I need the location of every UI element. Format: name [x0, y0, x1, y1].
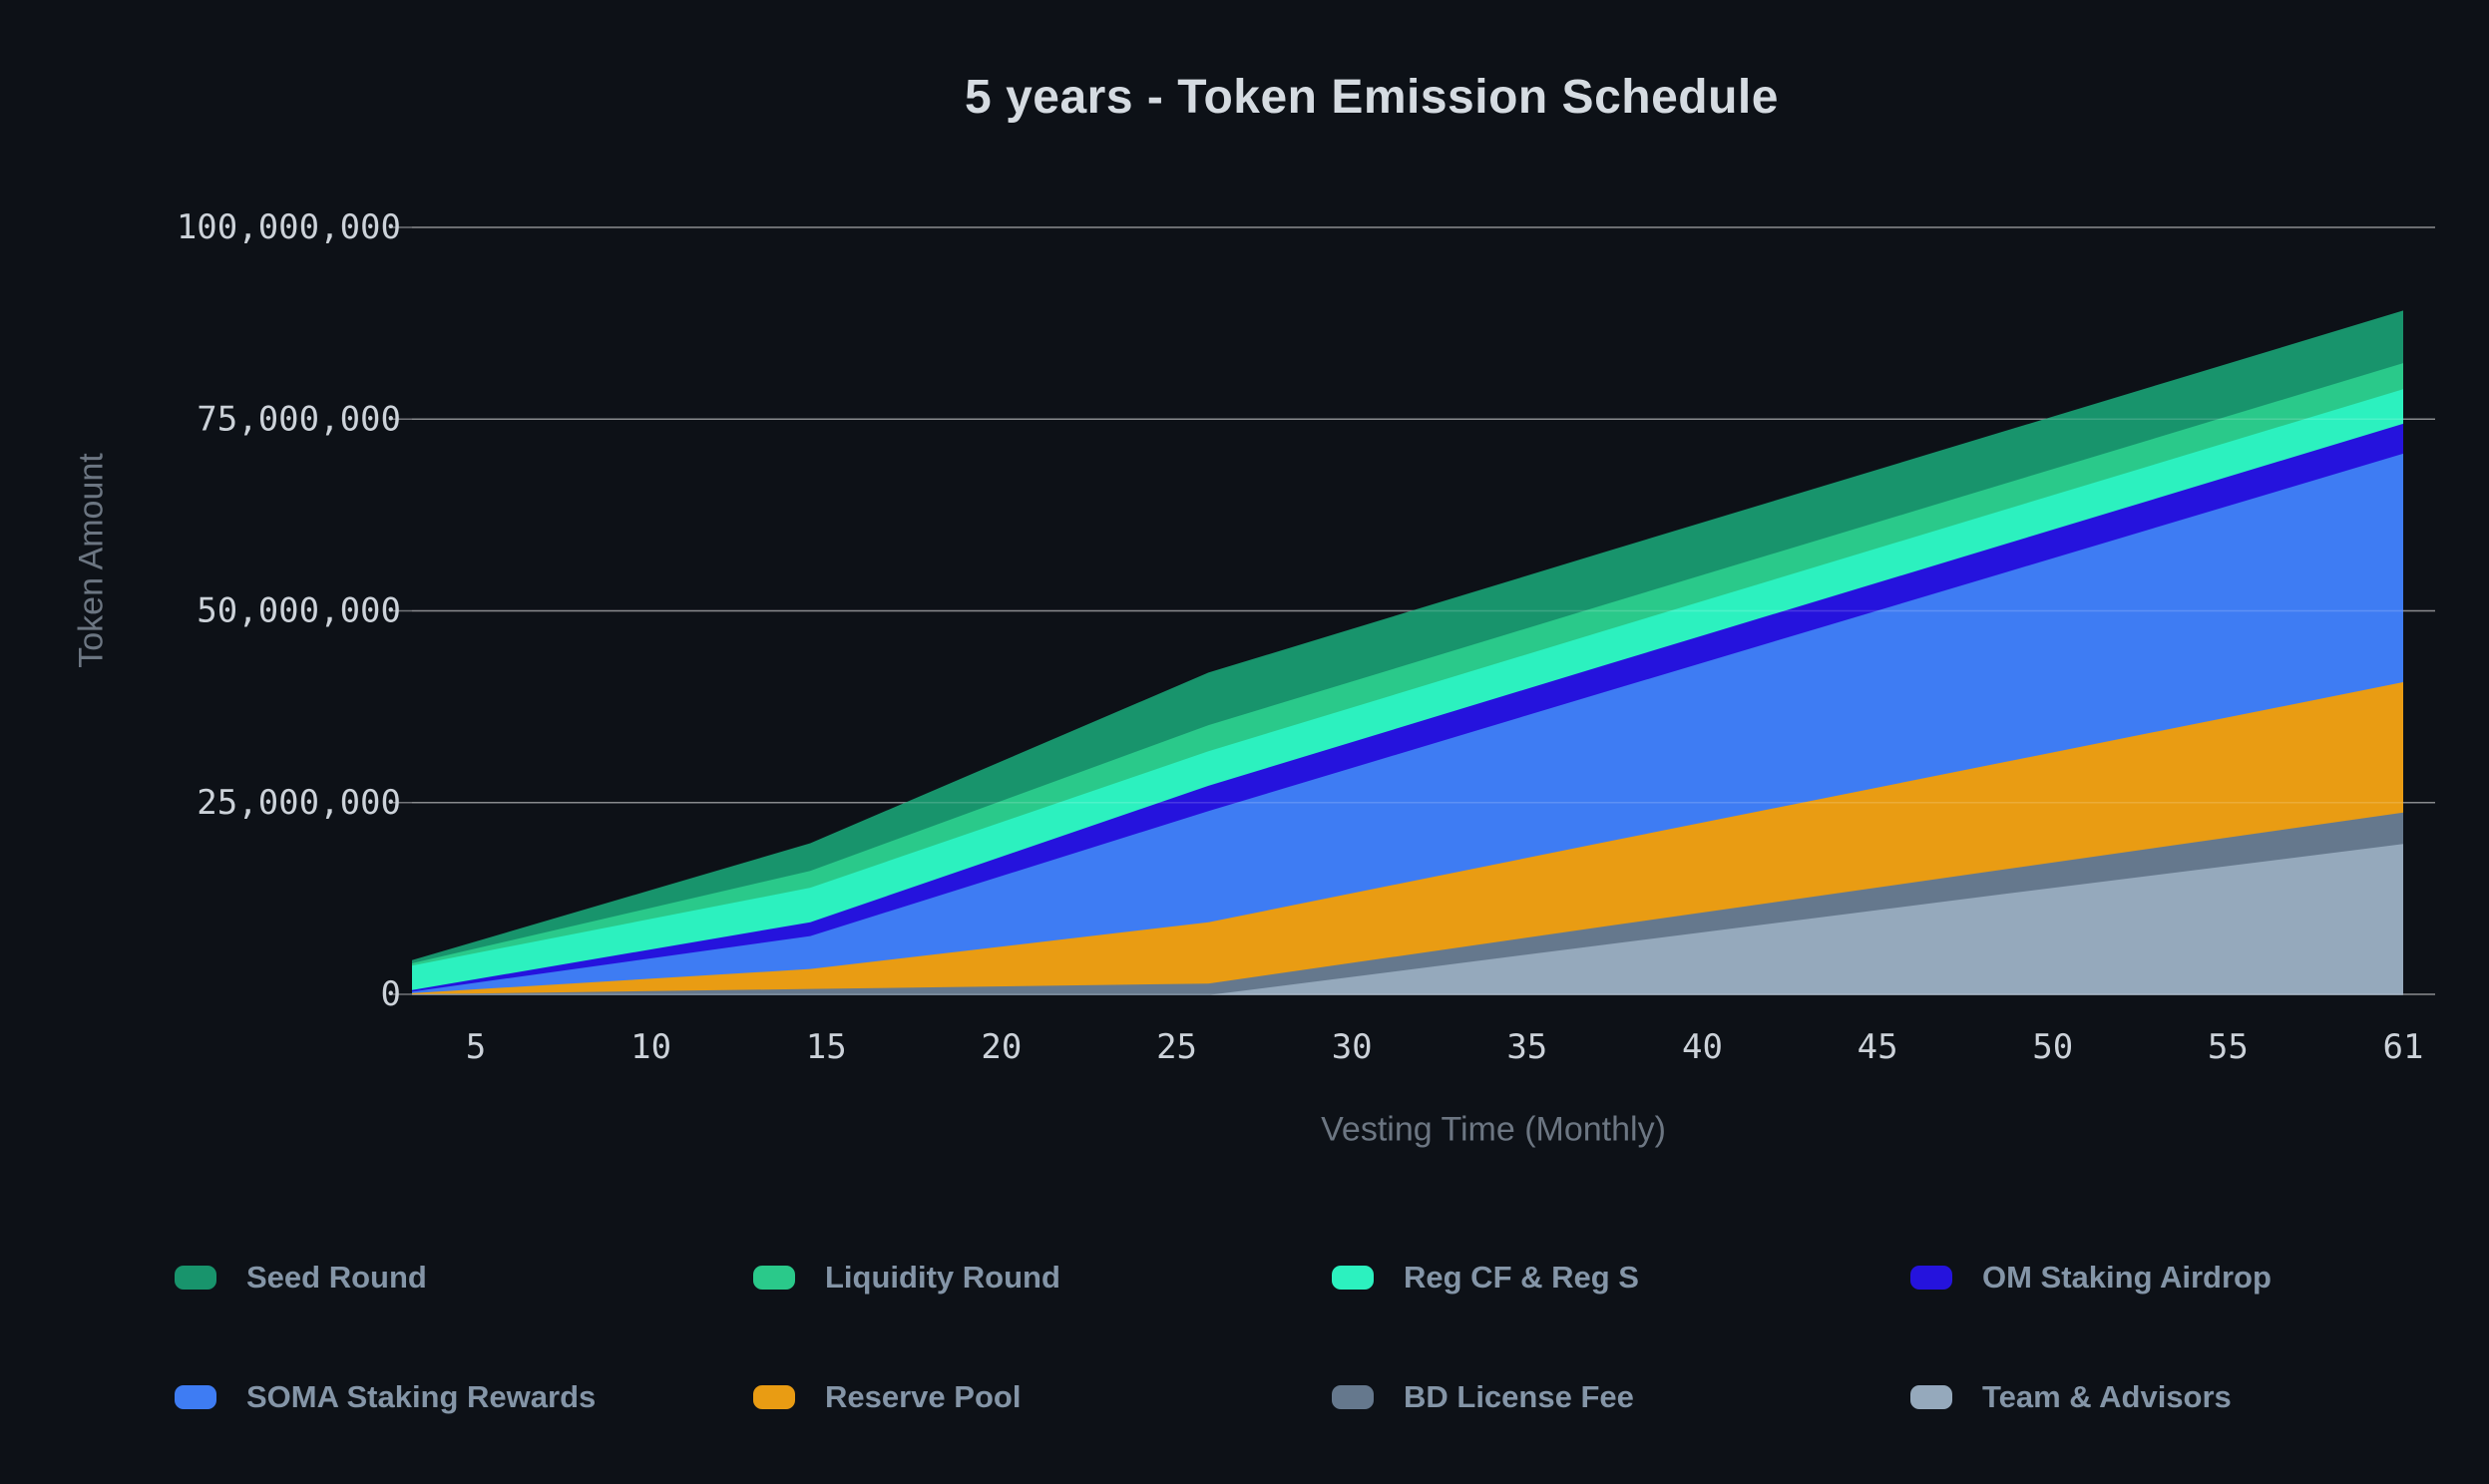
legend-swatch-team-advisors	[1910, 1385, 1952, 1409]
x-tick-label: 15	[806, 1027, 847, 1067]
legend-swatch-soma-staking-rewards	[175, 1385, 216, 1409]
x-tick-label: 5	[466, 1027, 486, 1067]
legend-swatch-reserve-pool	[753, 1385, 795, 1409]
x-tick-label: 25	[1156, 1027, 1197, 1067]
x-tick-label: 10	[630, 1027, 671, 1067]
axis-tick-labels: 0 25,000,000 50,000,000 75,000,000 100,000,0…	[177, 207, 2424, 1067]
legend-swatch-bd-license-fee	[1332, 1385, 1374, 1409]
legend-label: Liquidity Round	[825, 1260, 1060, 1295]
legend-row: Seed Round Liquidity Round Reg CF & Reg S O…	[175, 1250, 2489, 1305]
legend-row: SOMA Staking Rewards Reserve Pool BD Licen…	[175, 1369, 2489, 1425]
legend-item-seed-round[interactable]: Seed Round	[175, 1250, 753, 1305]
legend-swatch-liquidity-round	[753, 1266, 795, 1290]
legend-label: BD License Fee	[1404, 1379, 1634, 1414]
y-tick-label: 25,000,000	[197, 783, 401, 823]
chart-canvas[interactable]: 0 25,000,000 50,000,000 75,000,000 100,000,0…	[0, 0, 2489, 1167]
legend-item-reserve-pool[interactable]: Reserve Pool	[753, 1369, 1332, 1425]
legend-label: Reserve Pool	[825, 1379, 1022, 1414]
area-series	[412, 310, 2403, 995]
legend-swatch-reg-cf-reg-s	[1332, 1266, 1374, 1290]
legend-swatch-seed-round	[175, 1266, 216, 1290]
x-tick-label: 55	[2208, 1027, 2249, 1067]
y-tick-label: 0	[381, 974, 401, 1014]
y-axis-title: Token Amount	[72, 453, 111, 668]
legend-label: Seed Round	[246, 1260, 427, 1295]
x-tick-label: 45	[1858, 1027, 1898, 1067]
x-tick-label: 40	[1682, 1027, 1723, 1067]
area-seed-round[interactable]	[412, 310, 2403, 963]
x-tick-label: 50	[2032, 1027, 2073, 1067]
y-tick-label: 75,000,000	[197, 399, 401, 439]
legend-item-om-staking-airdrop[interactable]: OM Staking Airdrop	[1910, 1250, 2489, 1305]
x-tick-label: 61	[2383, 1027, 2424, 1067]
y-tick-label: 100,000,000	[177, 207, 401, 247]
legend-label: OM Staking Airdrop	[1982, 1260, 2272, 1295]
legend-item-team-advisors[interactable]: Team & Advisors	[1910, 1369, 2489, 1425]
legend-item-bd-license-fee[interactable]: BD License Fee	[1332, 1369, 1910, 1425]
gridlines-over	[412, 226, 2435, 995]
area-team-advisors[interactable]	[412, 843, 2403, 995]
x-axis-title: Vesting Time (Monthly)	[1321, 1110, 1666, 1149]
x-tick-label: 20	[981, 1027, 1022, 1067]
legend-item-soma-staking-rewards[interactable]: SOMA Staking Rewards	[175, 1369, 753, 1425]
area-reserve-pool[interactable]	[412, 681, 2403, 995]
chart-title: 5 years - Token Emission Schedule	[965, 71, 1779, 124]
area-reg-cf-reg-s[interactable]	[412, 388, 2403, 990]
area-bd-license-fee[interactable]	[412, 811, 2403, 995]
x-tick-label: 30	[1332, 1027, 1373, 1067]
legend-swatch-om-staking-airdrop	[1910, 1266, 1952, 1290]
area-soma-staking-rewards[interactable]	[412, 453, 2403, 993]
legend-label: Reg CF & Reg S	[1404, 1260, 1639, 1295]
y-tick-label: 50,000,000	[197, 591, 401, 631]
legend-item-liquidity-round[interactable]: Liquidity Round	[753, 1250, 1332, 1305]
chart-legend: Seed Round Liquidity Round Reg CF & Reg S O…	[175, 1250, 2489, 1425]
legend-label: SOMA Staking Rewards	[246, 1379, 597, 1414]
legend-label: Team & Advisors	[1982, 1379, 2232, 1414]
x-tick-label: 35	[1506, 1027, 1547, 1067]
legend-item-reg-cf-reg-s[interactable]: Reg CF & Reg S	[1332, 1250, 1910, 1305]
